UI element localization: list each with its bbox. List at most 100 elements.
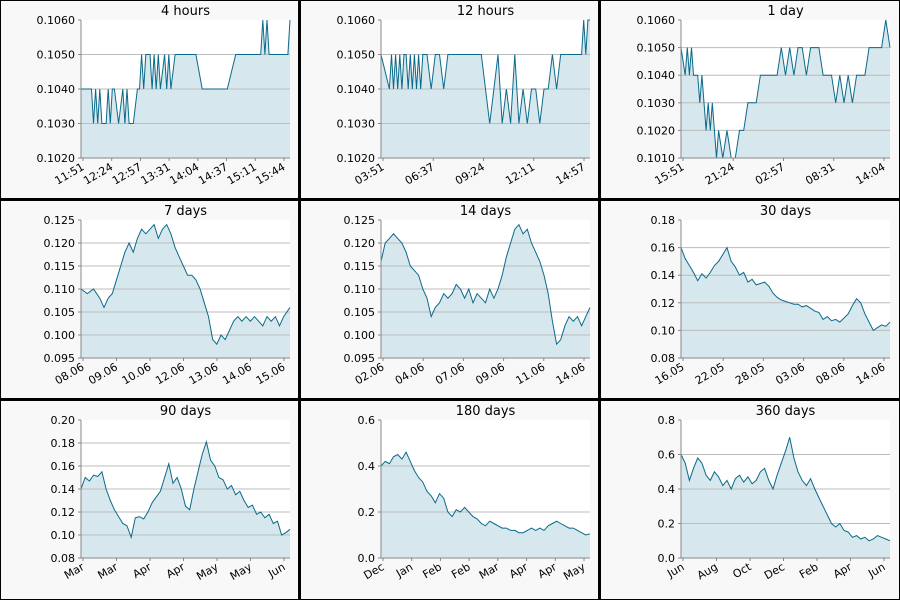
y-tick-label: 0.1050 [337,49,376,62]
x-tick-label: 06:37 [403,160,437,187]
y-tick-label: 0.16 [651,242,676,255]
y-tick-label: 0.100 [344,329,376,342]
chart-panel: 12 hours 0.1020 0.1030 0.1040 0.1050 0.1060 03… [300,0,600,200]
x-tick-label: 11.06 [514,360,548,387]
x-tick-label: 04.06 [393,360,427,387]
series-line [380,223,591,346]
x-tick-label: 10.06 [120,360,154,387]
chart-panel: 90 days 0.08 0.10 0.12 0.14 0.16 0.18 0.20 Mar Ma… [0,400,300,600]
y-tick-label: 0.2 [658,518,676,531]
y-tick-label: 0.110 [44,283,76,296]
y-tick-label: 0.08 [651,352,676,365]
x-tick-label: Feb [449,560,472,581]
series-line [380,451,591,536]
y-tick-label: 0.10 [651,324,676,337]
chart-title: 360 days [756,404,816,419]
x-tick-label: 15.06 [254,360,288,387]
x-tick-label: Jun [265,560,287,580]
x-tick-label: 07.06 [433,360,467,387]
y-tick-label: 0.08 [51,552,76,565]
y-tick-label: 0.1060 [37,14,76,27]
chart-svg: 14 days 0.095 0.100 0.105 0.110 0.115 0.120 0.1… [344,204,591,387]
panel-separator [0,198,900,201]
y-tick-label: 0.20 [51,414,76,427]
x-tick-label: 09:24 [453,160,487,187]
chart-panel: 180 days 0.0 0.2 0.4 0.6 Dec Jan Feb Feb Mar Apr Ap… [300,400,600,600]
x-tick-label: Jan [393,560,415,580]
series-area [381,452,590,558]
y-tick-label: 0.115 [344,260,376,273]
chart-title: 7 days [164,204,207,219]
series-area [681,437,890,558]
y-tick-label: 0.095 [44,352,76,365]
y-tick-label: 0.1030 [337,118,376,131]
x-tick-label: 14:57 [554,160,588,187]
x-tick-label: 12:24 [81,160,115,187]
y-tick-label: 0.120 [44,237,76,250]
chart-panel: 14 days 0.095 0.100 0.105 0.110 0.115 0.120 0.1… [300,200,600,400]
y-tick-label: 0.110 [344,283,376,296]
x-tick-label: 14:04 [854,160,888,187]
y-tick-label: 0.2 [358,506,376,519]
x-tick-label: 15:11 [225,160,259,187]
y-tick-label: 0.105 [44,306,76,319]
x-tick-label: Feb [797,560,820,581]
chart-svg: 90 days 0.08 0.10 0.12 0.14 0.16 0.18 0.20 Mar Ma… [51,404,291,583]
x-tick-label: Feb [421,560,444,581]
chart-svg: 1 day 0.1010 0.1020 0.1030 0.1040 0.1050 0.106… [637,4,891,187]
series-line [380,19,590,124]
y-tick-label: 0.1020 [37,152,76,165]
chart-title: 180 days [456,404,516,419]
x-tick-label: Apr [536,560,559,581]
x-tick-label: 14.06 [554,360,588,387]
y-tick-label: 0.4 [358,460,376,473]
series-line [680,246,891,332]
x-tick-label: 15:44 [254,160,288,187]
y-tick-label: 0.8 [658,414,676,427]
series-area [681,20,890,158]
chart-title: 4 hours [161,4,210,19]
y-tick-label: 0.125 [344,214,376,227]
panel-separator [0,398,900,401]
y-tick-label: 0.095 [344,352,376,365]
y-tick-label: 0.1050 [637,42,676,55]
y-tick-label: 0.105 [344,306,376,319]
y-tick-label: 0.10 [51,529,76,542]
x-tick-label: 14:04 [167,160,201,187]
chart-title: 12 hours [457,4,514,19]
x-tick-label: Apr [831,560,854,581]
y-tick-label: 0.0 [658,552,676,565]
chart-title: 90 days [160,404,212,419]
x-tick-label: May [194,560,221,583]
x-tick-label: Oct [731,560,755,581]
chart-panel: 360 days 0.0 0.2 0.4 0.6 0.8 Jun Aug Oct Dec Feb Ap… [600,400,900,600]
y-tick-label: 0.1050 [37,49,76,62]
y-tick-label: 0.6 [658,449,676,462]
y-tick-label: 0.16 [51,460,76,473]
chart-panel: 4 hours 0.1020 0.1030 0.1040 0.1050 0.1060 11:… [0,0,300,200]
y-tick-label: 0.1030 [637,97,676,110]
y-tick-label: 0.125 [44,214,76,227]
series-area [81,224,290,358]
y-tick-label: 0.12 [51,506,76,519]
series-line [680,437,891,542]
chart-svg: 12 hours0.10200.10300.10400.10500.106003… [337,4,590,187]
series-line [680,19,891,159]
y-tick-label: 0.1040 [37,83,76,96]
y-tick-label: 0.1040 [337,83,376,96]
chart-title: 14 days [460,204,512,219]
x-tick-label: Apr [131,560,154,581]
series-line [80,440,291,540]
y-tick-label: 0.4 [658,483,676,496]
y-tick-label: 0.115 [44,260,76,273]
chart-panel: 30 days 0.08 0.10 0.12 0.14 0.16 0.18 16.05 22.0… [600,200,900,400]
x-tick-label: 08:31 [803,160,837,187]
x-tick-label: 09.06 [473,360,507,387]
x-tick-label: Apr [507,560,530,581]
y-tick-label: 0.1060 [637,14,676,27]
x-tick-label: Jun [865,560,887,580]
x-tick-label: May [228,560,255,583]
x-tick-label: 13.06 [187,360,221,387]
